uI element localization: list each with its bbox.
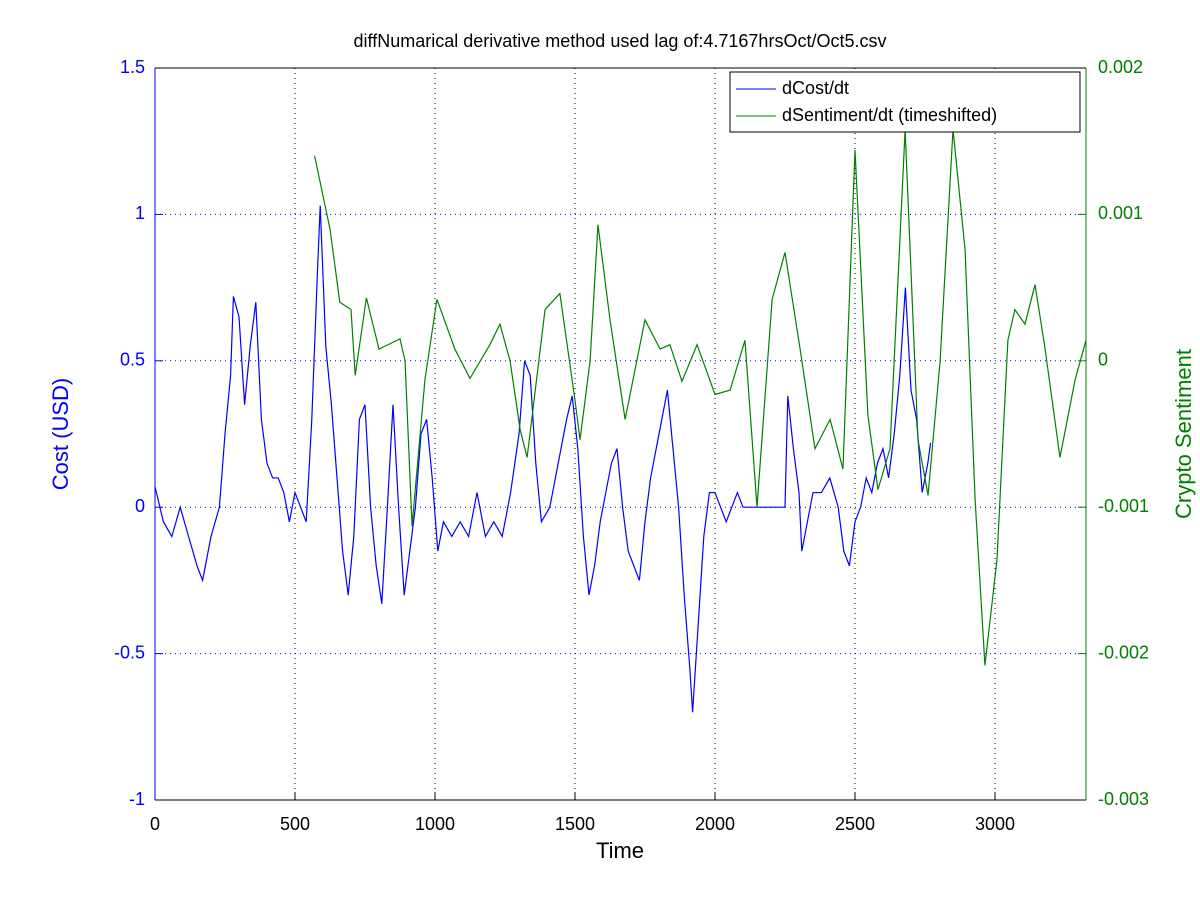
legend-label: dCost/dt <box>782 78 849 98</box>
y2-tick-label: 0 <box>1098 350 1108 370</box>
y2-tick-label: -0.001 <box>1098 496 1149 516</box>
y2-tick-label: -0.003 <box>1098 789 1149 809</box>
y-tick-label: -1 <box>129 789 145 809</box>
y2-tick-label: -0.002 <box>1098 642 1149 662</box>
y2-axis-label: Crypto Sentiment <box>1171 349 1196 519</box>
legend-label: dSentiment/dt (timeshifted) <box>782 105 997 125</box>
y2-tick-label: 0.002 <box>1098 57 1143 77</box>
chart-title: diffNumarical derivative method used lag… <box>354 31 887 51</box>
x-tick-label: 1000 <box>415 814 455 834</box>
y2-tick-label: 0.001 <box>1098 203 1143 223</box>
x-tick-label: 3000 <box>975 814 1015 834</box>
y-tick-label: -0.5 <box>114 642 145 662</box>
x-tick-label: 1500 <box>555 814 595 834</box>
legend-box <box>729 71 1081 133</box>
y-tick-label: 0 <box>135 496 145 516</box>
x-tick-label: 0 <box>150 814 160 834</box>
y-tick-label: 1 <box>135 203 145 223</box>
x-axis-label: Time <box>596 838 644 863</box>
line-series <box>154 205 932 713</box>
line-series <box>314 129 1087 666</box>
x-tick-label: 500 <box>280 814 310 834</box>
y-axis-label: Cost (USD) <box>48 378 73 490</box>
x-tick-label: 2000 <box>695 814 735 834</box>
y-tick-label: 0.5 <box>120 350 145 370</box>
x-tick-label: 2500 <box>835 814 875 834</box>
y-tick-label: 1.5 <box>120 57 145 77</box>
